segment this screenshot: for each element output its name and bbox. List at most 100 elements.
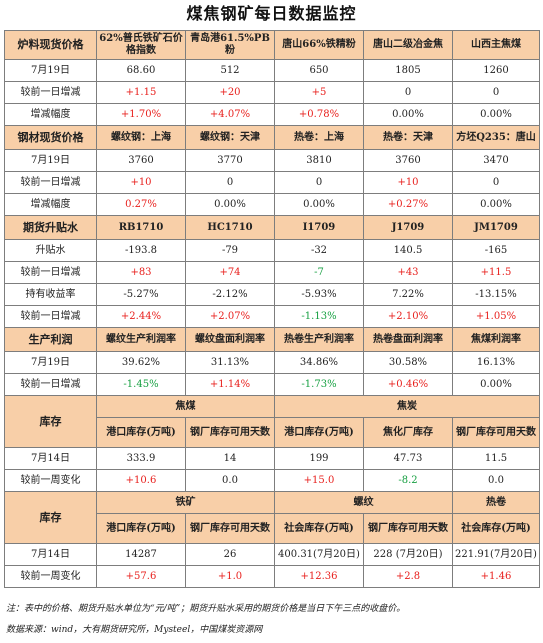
row-label: 增减幅度: [4, 103, 97, 126]
source-note: 数据来源：wind，大有期货研究所，Mysteel，中国煤炭资源网: [6, 625, 263, 635]
row-label: 较前一日增减: [4, 373, 97, 396]
value-cell: 3810: [274, 149, 364, 172]
value-cell: -193.8: [96, 239, 186, 262]
value-cell: 650: [274, 59, 364, 82]
value-cell: +2.07%: [185, 305, 275, 328]
value-cell: -79: [185, 239, 275, 262]
value-cell: 3470: [452, 149, 540, 172]
table-body: 炉料现货价格 62%普氏铁矿石价格指数 青岛港61.5%PB粉 唐山66%铁精粉…: [4, 30, 540, 588]
row-label: 7月14日: [4, 543, 97, 566]
futures-col-header: I1709: [274, 215, 364, 240]
futures-col-header: RB1710: [96, 215, 186, 240]
stock1-header-row: 港口库存(万吨) 钢厂库存可用天数 港口库存(万吨) 焦化厂库存 钢厂库存可用天数: [5, 417, 540, 448]
row-label: 持有收益率: [4, 283, 97, 306]
stock1-col-header: 港口库存(万吨): [96, 417, 186, 448]
value-cell: 3770: [185, 149, 275, 172]
value-cell: 34.86%: [274, 351, 364, 374]
value-cell: 16.13%: [452, 351, 540, 374]
value-cell: +74: [185, 261, 275, 284]
stock1-col-header: 港口库存(万吨): [274, 417, 364, 448]
stock1-col-header: 钢厂库存可用天数: [452, 417, 540, 448]
value-cell: 30.58%: [363, 351, 453, 374]
stock1-group-row: 库存 焦煤 焦炭: [4, 395, 540, 448]
raw-col-header: 唐山二级冶金焦: [363, 30, 453, 60]
raw-header-row: 炉料现货价格 62%普氏铁矿石价格指数 青岛港61.5%PB粉 唐山66%铁精粉…: [4, 30, 540, 60]
stock2-section-label: 库存: [4, 491, 97, 544]
row-label: 较前一日增减: [4, 171, 97, 194]
value-cell: 1805: [363, 59, 453, 82]
value-cell: -2.12%: [185, 283, 275, 306]
value-cell: 333.9: [96, 447, 186, 470]
value-cell: 3760: [363, 149, 453, 172]
page-title: 煤焦钢矿每日数据监控: [186, 4, 357, 23]
value-cell: +10.6: [96, 469, 186, 492]
value-cell: +20: [185, 81, 275, 104]
steel-section-label: 钢材现货价格: [4, 125, 97, 150]
value-cell: +10: [363, 171, 453, 194]
value-cell: 0: [274, 171, 364, 194]
futures-section-label: 期货升贴水: [4, 215, 97, 240]
value-cell: 14: [185, 447, 275, 470]
profit-section-label: 生产利润: [4, 327, 97, 352]
value-cell: 199: [274, 447, 364, 470]
raw-data-row: 7月19日 68.60 512 650 1805 1260: [4, 59, 540, 82]
stock1-section-label: 库存: [4, 395, 97, 448]
row-label: 7月19日: [4, 351, 97, 374]
value-cell: +5: [274, 81, 364, 104]
steel-data-row: 较前一日增减 +10 0 0 +10 0: [4, 171, 540, 194]
stock2-header-row: 港口库存(万吨) 钢厂库存可用天数 社会库存(万吨) 钢厂库存可用天数 社会库存(万吨): [5, 513, 540, 544]
value-cell: +0.78%: [274, 103, 364, 126]
value-cell: 221.91(7月20日): [452, 543, 540, 566]
row-label: 7月14日: [4, 447, 97, 470]
raw-col-header: 62%普氏铁矿石价格指数: [96, 30, 186, 60]
value-cell: 0.00%: [363, 103, 453, 126]
stock1-col-header: 钢厂库存可用天数: [185, 417, 275, 448]
steel-col-header: 热卷：上海: [274, 125, 364, 150]
futures-data-row: 持有收益率 -5.27% -2.12% -5.93% 7.22% -13.15%: [4, 283, 540, 306]
value-cell: +12.36: [274, 565, 364, 588]
value-cell: -165: [452, 239, 540, 262]
value-cell: 0.00%: [185, 193, 275, 216]
data-table: 炉料现货价格 62%普氏铁矿石价格指数 青岛港61.5%PB粉 唐山66%铁精粉…: [4, 30, 540, 588]
steel-col-header: 方坯Q235：唐山: [452, 125, 540, 150]
stock2-col-header: 钢厂库存可用天数: [185, 513, 275, 544]
value-cell: 400.31(7月20日): [274, 543, 364, 566]
steel-col-header: 螺纹钢：上海: [96, 125, 186, 150]
stock2-data-row: 7月14日 14287 26 400.31(7月20日) 228 (7月20日) 221.…: [4, 543, 540, 566]
value-cell: 26: [185, 543, 275, 566]
value-cell: +0.46%: [363, 373, 453, 396]
futures-header-row: 期货升贴水 RB1710 HC1710 I1709 J1709 JM1709: [4, 215, 540, 240]
futures-col-header: J1709: [363, 215, 453, 240]
value-cell: 31.13%: [185, 351, 275, 374]
row-label: 较前一日增减: [4, 81, 97, 104]
stock1-group-header: 焦煤: [96, 395, 275, 418]
profit-col-header: 热卷生产利润率: [274, 327, 364, 352]
profit-col-header: 螺纹盘面利润率: [185, 327, 275, 352]
raw-data-row: 增减幅度 +1.70% +4.07% +0.78% 0.00% 0.00%: [4, 103, 540, 126]
value-cell: +10: [96, 171, 186, 194]
value-cell: 39.62%: [96, 351, 186, 374]
value-cell: +2.8: [363, 565, 453, 588]
row-label: 增减幅度: [4, 193, 97, 216]
raw-col-header: 山西主焦煤: [452, 30, 540, 60]
value-cell: -5.93%: [274, 283, 364, 306]
value-cell: 0.0: [185, 469, 275, 492]
stock1-col-header: 焦化厂库存: [363, 417, 453, 448]
steel-header-row: 钢材现货价格 螺纹钢：上海 螺纹钢：天津 热卷：上海 热卷：天津 方坯Q235：唐山: [4, 125, 540, 150]
value-cell: 11.5: [452, 447, 540, 470]
value-cell: 47.73: [363, 447, 453, 470]
value-cell: -5.27%: [96, 283, 186, 306]
profit-header-row: 生产利润 螺纹生产利润率 螺纹盘面利润率 热卷生产利润率 热卷盘面利润率 焦煤利润率: [4, 327, 540, 352]
value-cell: 0.00%: [452, 193, 540, 216]
stock2-data-row: 较前一周变化 +57.6 +1.0 +12.36 +2.8 +1.46: [4, 565, 540, 588]
value-cell: 0: [452, 171, 540, 194]
value-cell: +0.27%: [363, 193, 453, 216]
stock2-col-header: 港口库存(万吨): [96, 513, 186, 544]
futures-col-header: JM1709: [452, 215, 540, 240]
value-cell: +11.5: [452, 261, 540, 284]
stock2-col-header: 社会库存(万吨): [452, 513, 540, 544]
value-cell: 0: [185, 171, 275, 194]
row-label: 较前一周变化: [4, 565, 97, 588]
row-label: 较前一日增减: [4, 261, 97, 284]
